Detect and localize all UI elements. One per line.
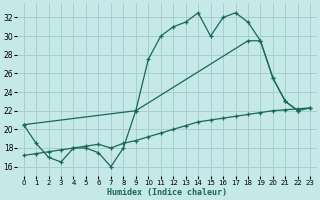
X-axis label: Humidex (Indice chaleur): Humidex (Indice chaleur)	[107, 188, 227, 197]
